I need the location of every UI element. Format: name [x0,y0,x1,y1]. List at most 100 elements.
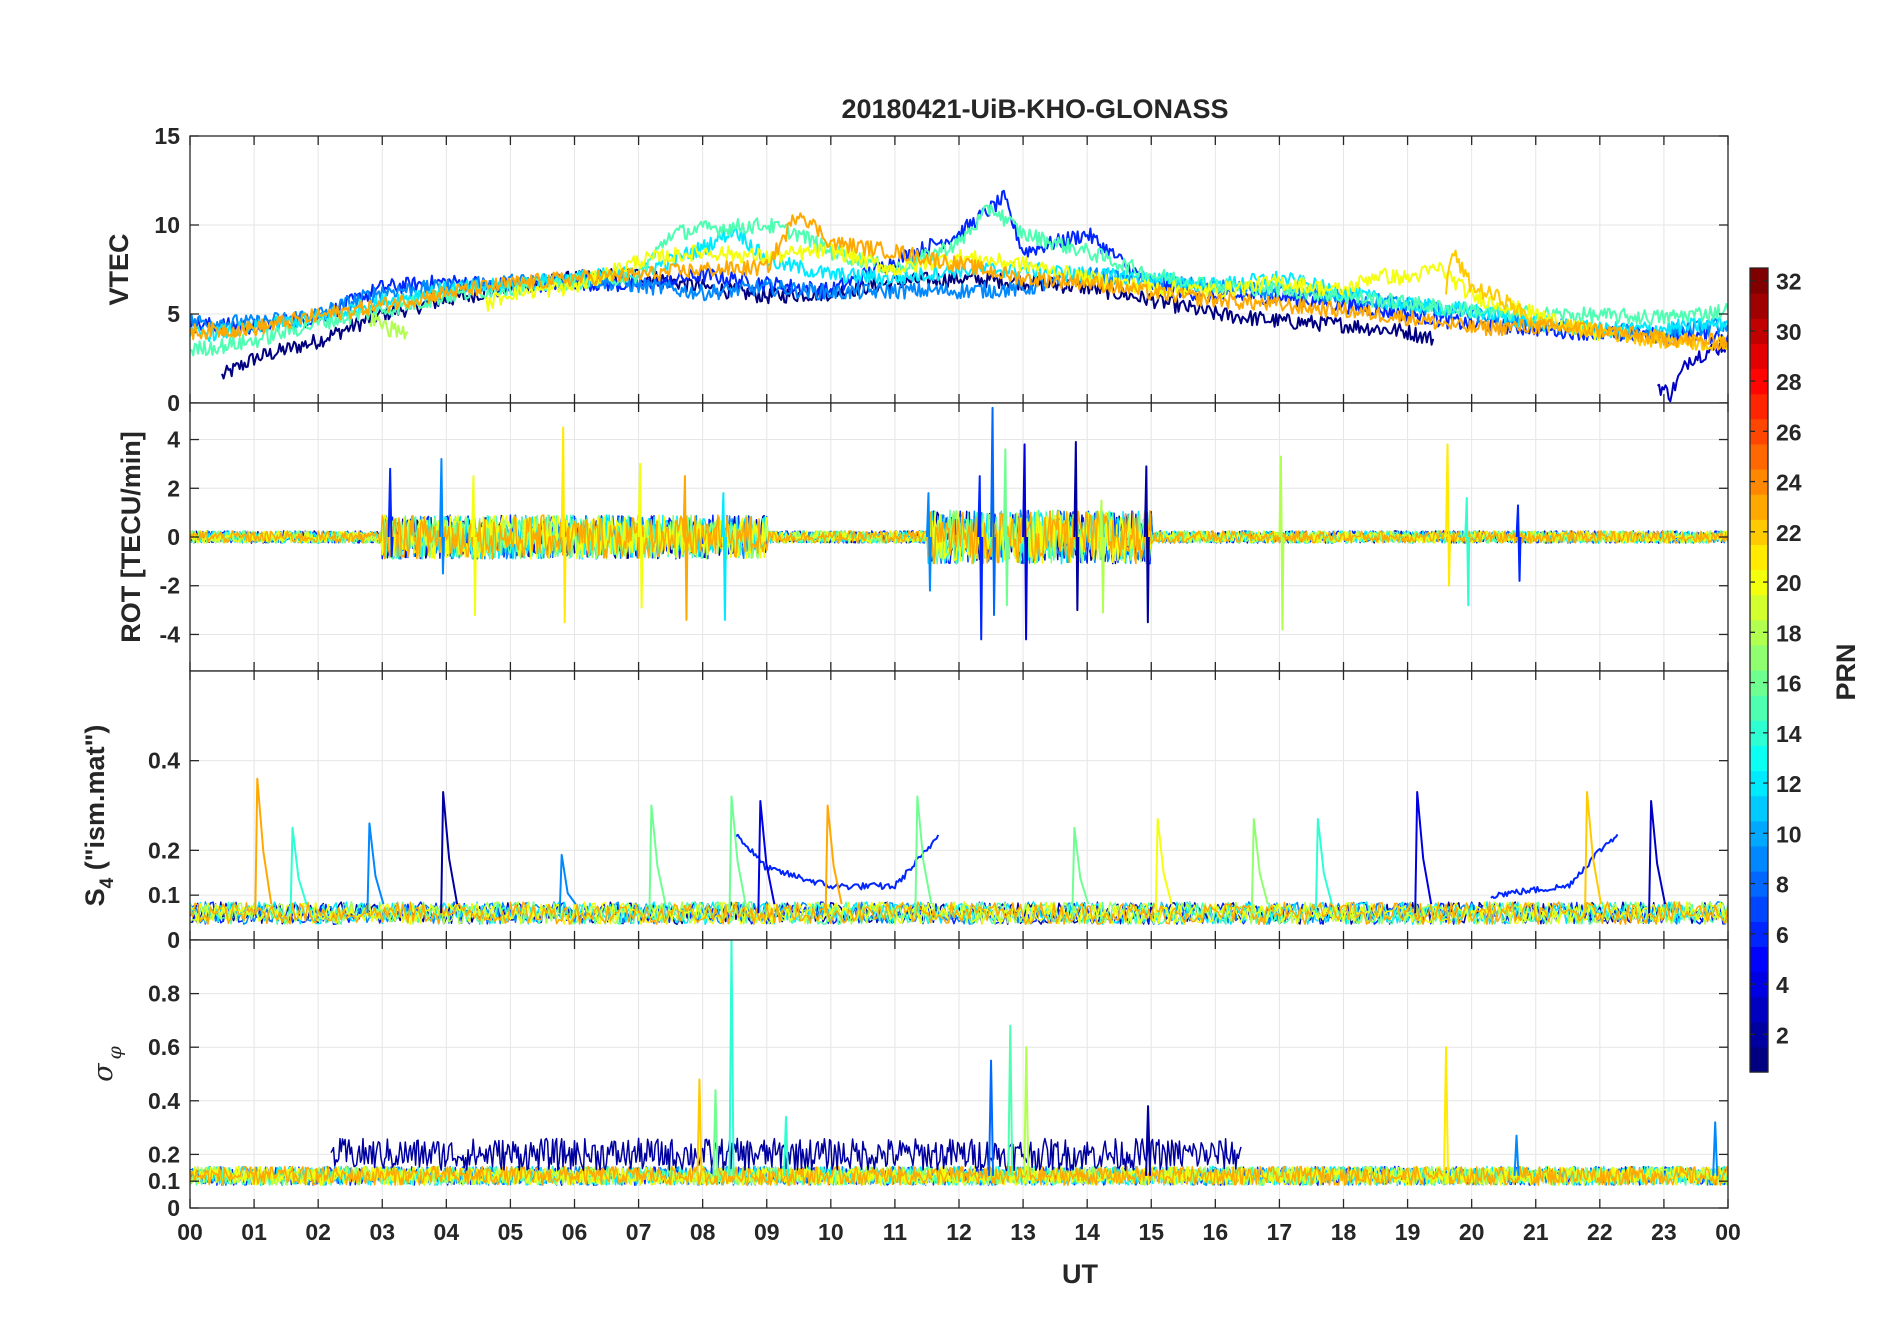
colorbar-segment [1750,720,1768,746]
rot-line-prn-23 [190,509,1728,565]
panel-vtec: 0 5 10 15 VTEC [104,123,1729,416]
rot-spike-prn-6 [1515,504,1522,582]
sigma-spike-prn-9 [1712,1121,1719,1176]
x-tick-label: 17 [1267,1219,1293,1245]
x-tick-label: 02 [305,1219,331,1245]
sigma-line-prn-23 [190,1165,1728,1186]
s4-line-prn-20 [190,901,1728,925]
y-tick-label: 0.2 [148,1141,180,1167]
panel-sigma: 00.10.2 0.4 0.6 0.8 σφ [88,939,1729,1221]
colorbar-segment [1750,845,1768,872]
colorbar-segment [1750,946,1768,973]
sigma-spike-prn-2 [1145,1105,1152,1176]
rot-spike-prn-6 [387,467,394,558]
x-tick-label: 23 [1651,1219,1677,1245]
colorbar-segment [1750,443,1768,470]
y-tick-label: -4 [160,621,181,647]
y-tick-label: 4 [167,427,180,453]
s4-line-prn-12 [190,901,1728,926]
colorbar-tick-label: 12 [1776,771,1802,797]
colorbar-segment [1750,393,1768,420]
s4-curve-prn-6 [1490,833,1619,899]
vtec-line-prn-18 [368,312,409,340]
colorbar-segment [1750,368,1768,395]
s4-curve-prn-6 [734,833,940,891]
colorbar-segment [1750,871,1768,897]
sigma-spike-prn-8 [988,1059,995,1176]
colorbar-tick-label: 18 [1776,620,1802,646]
colorbar-segment [1750,544,1768,571]
sigma-spike-prn-16 [712,1089,719,1176]
x-tick-label: 08 [690,1219,716,1245]
y-tick-label: 0.6 [148,1034,180,1060]
s4-spike-prn-3 [1648,800,1667,914]
sigma-spike-prn-14 [728,940,735,1176]
colorbar-segment [1750,418,1768,445]
rot-spike-prn-14 [1464,497,1471,607]
colorbar-tick-label: 28 [1776,369,1802,395]
y-ticks [190,992,1728,1209]
x-ticks [189,940,1729,1208]
x-ticks [189,136,1729,403]
rot-spike-prn-9 [925,492,932,592]
x-tick-label: 21 [1523,1219,1549,1245]
x-tick-label: 00 [177,1219,203,1245]
x-tick-label: 10 [818,1219,844,1245]
sigma-spike-prn-22 [696,1078,703,1176]
grid [190,671,1728,940]
x-tick-label: 20 [1459,1219,1485,1245]
colorbar-segment [1750,569,1768,596]
data-lines [190,406,1728,641]
sigma-band-prn-2 [330,1137,1242,1172]
rot-spike-prn-23 [682,475,689,621]
y-tick-label: 0 [167,1195,180,1221]
vtec-line-prn-12 [190,224,1728,343]
rot-spike-prn-6 [977,475,984,641]
colorbar-segment [1750,1046,1768,1073]
x-tick-label: 00 [1715,1219,1741,1245]
y-ticks [190,438,1728,636]
rot-spike-prn-2 [1143,465,1150,624]
x-tick-label: 19 [1395,1219,1421,1245]
data-lines [190,777,1728,926]
colorbar-segment [1750,770,1768,797]
colorbar-segment [1750,896,1768,922]
vtec-line-prn-15 [190,204,1728,357]
x-tick-label: 14 [1074,1219,1100,1245]
x-tick-label: 01 [241,1219,267,1245]
y-tick-label: 0 [167,390,180,416]
x-tick-label: 12 [946,1219,972,1245]
colorbar-tick-label: 6 [1776,922,1789,948]
s4-spike-prn-16 [728,795,747,914]
colorbar-segment [1750,745,1768,772]
rot-spike-prn-21 [560,426,567,624]
sigma-spike-prn-18 [1023,1046,1030,1176]
s4-spike-prn-16 [648,804,667,914]
rot-spike-prn-8 [990,406,997,616]
colorbar-tick-label: 30 [1776,319,1802,345]
x-tick-label: 03 [369,1219,395,1245]
y-tick-label: 0.2 [148,837,180,863]
s4-spike-prn-23 [824,804,843,914]
y-tick-label: 0 [167,524,180,550]
sigma-spike-prn-9 [1513,1134,1520,1176]
x-tick-label: 11 [883,1219,908,1245]
data-lines [190,940,1728,1186]
colorbar-segment [1750,996,1768,1023]
colorbar-label: PRN [1831,643,1861,700]
colorbar-tick-label: 24 [1776,470,1802,496]
colorbar-segment [1750,820,1768,847]
s4-spike-prn-17 [1250,817,1269,914]
vtec-line-prn-1 [221,268,1435,380]
x-tick-label: 09 [754,1219,780,1245]
rot-spike-prn-2 [1073,440,1080,612]
colorbar-tick-label: 32 [1776,269,1802,295]
y-tick-label: 5 [167,301,180,327]
x-tick-label: 18 [1331,1219,1357,1245]
sigma-line-prn-18 [190,1165,1728,1186]
colorbar-segment [1750,695,1768,721]
y-axis-label: VTEC [104,233,134,305]
sigma-spike-prn-21 [1443,1046,1450,1176]
s4-spike-prn-23 [254,777,273,914]
x-tick-label: 13 [1010,1219,1036,1245]
